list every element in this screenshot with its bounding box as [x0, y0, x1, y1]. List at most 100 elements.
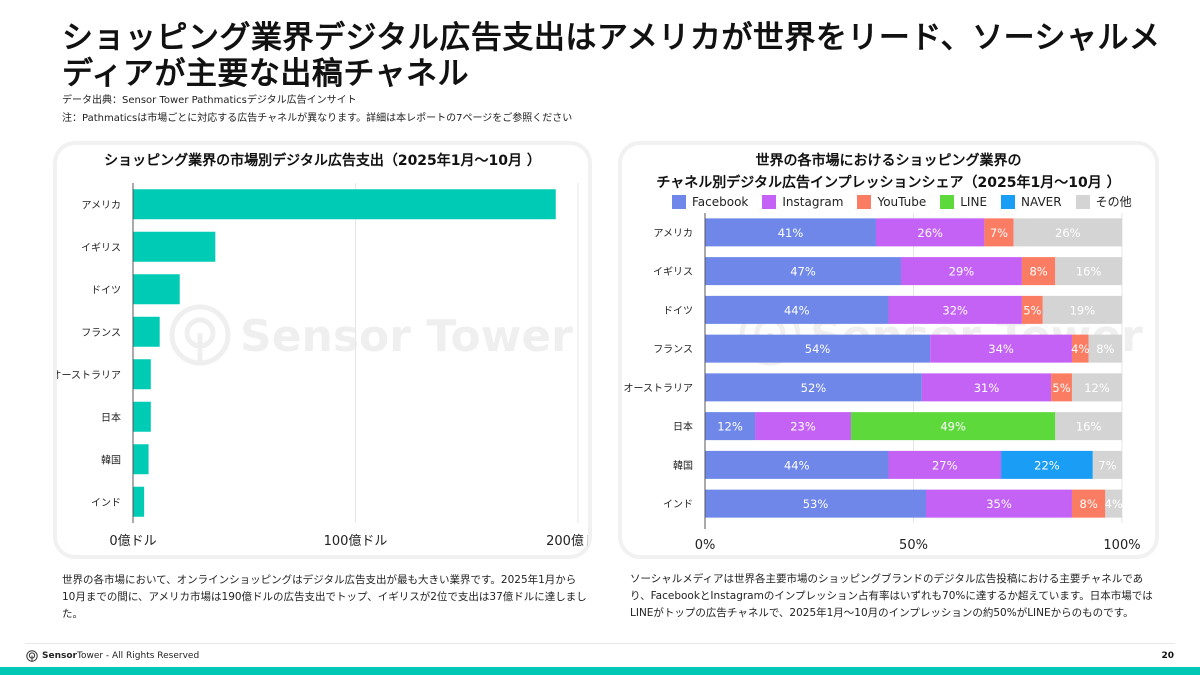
watermark-text: Sensor Tower	[240, 311, 573, 362]
category-label: オーストラリア	[624, 382, 694, 394]
spend-bar-chart: Sensor Tower 0億ドル 100億ドル 200億ドル アメリカイギリスドイツフ…	[57, 183, 588, 549]
share-chart-title-line1: 世界の各市場におけるショッピング業界の	[755, 153, 1022, 169]
data-label: 26%	[1055, 226, 1081, 240]
accent-bar	[0, 667, 1200, 675]
data-label: 12%	[717, 420, 743, 434]
spend-description: 世界の各市場において、オンラインショッピングはデジタル広告支出が最も大きい業界で…	[62, 574, 587, 620]
share-chart-legend: Facebook Instagram YouTube LINE NAVER その他	[672, 193, 1132, 210]
segment-instagram	[921, 373, 1052, 402]
data-label: 32%	[942, 303, 968, 317]
bar-2	[133, 274, 180, 305]
page-title: ショッピング業界デジタル広告支出はアメリカが世界をリード、ソーシャルメディアが主…	[62, 20, 1161, 92]
data-label: 5%	[1023, 303, 1041, 317]
segment-その他	[1055, 257, 1122, 286]
legend-swatch	[857, 194, 872, 209]
legend-label: Instagram	[782, 194, 844, 209]
segment-youtube	[1071, 489, 1106, 518]
legend-item: その他	[1075, 193, 1132, 210]
x-tick-label: 0億ドル	[109, 533, 156, 549]
data-label: 7%	[1098, 458, 1116, 472]
data-label: 53%	[803, 497, 829, 511]
page-number: 20	[1161, 651, 1174, 661]
segment-instagram	[930, 334, 1072, 363]
data-note: 注：Pathmaticsは市場ごとに対応する広告チャネルが異なります。詳細は本レ…	[62, 113, 573, 124]
x-tick-label: 100億ドル	[324, 533, 388, 549]
legend-label: NAVER	[1021, 194, 1062, 209]
legend-label: Facebook	[692, 194, 749, 209]
bar-3	[133, 316, 160, 347]
data-label: 8%	[1029, 265, 1047, 279]
spend-chart-panel: ショッピング業界の市場別デジタル広告支出（2025年1月～10月 ） Senso…	[57, 145, 588, 555]
category-label: 韓国	[673, 460, 693, 472]
data-label: 44%	[784, 303, 810, 317]
watermark-logo-inner	[184, 317, 216, 349]
sensor-tower-watermark: Sensor Tower	[169, 304, 573, 366]
segment-その他	[1092, 450, 1122, 479]
segment-instagram	[875, 218, 985, 247]
data-label: 54%	[805, 342, 831, 356]
data-label: 5%	[1052, 381, 1070, 395]
data-label: 4%	[1071, 342, 1089, 356]
segment-instagram	[888, 295, 1022, 324]
segment-その他	[1013, 218, 1122, 247]
share-description: ソーシャルメディアは世界各主要市場のショッピングブランドのデジタル広告投稿におけ…	[630, 573, 1153, 619]
segment-line	[850, 412, 1056, 441]
category-label: アメリカ	[82, 199, 122, 211]
bar-0	[133, 189, 556, 220]
data-label: 44%	[784, 458, 810, 472]
x-tick-label: 200億ドル	[546, 533, 588, 549]
data-label: 7%	[990, 226, 1008, 240]
share-chart-panel: 世界の各市場におけるショッピング業界の チャネル別デジタル広告インプレッションシ…	[622, 145, 1155, 555]
data-label: 35%	[986, 497, 1012, 511]
segment-facebook	[705, 218, 876, 247]
segment-facebook	[705, 450, 889, 479]
segment-naver	[1001, 450, 1093, 479]
legend-item: Instagram	[762, 193, 843, 210]
segment-facebook	[705, 295, 889, 324]
segment-youtube	[1071, 334, 1089, 363]
legend-item: YouTube	[857, 193, 926, 210]
category-label: フランス	[653, 344, 693, 356]
segment-instagram	[900, 257, 1022, 286]
segment-その他	[1042, 295, 1122, 324]
segment-instagram	[888, 450, 1002, 479]
data-label: 27%	[932, 458, 958, 472]
spend-chart-title: ショッピング業界の市場別デジタル広告支出（2025年1月～10月 ）	[104, 153, 541, 169]
legend-label: LINE	[960, 194, 988, 209]
segment-instagram	[755, 412, 851, 441]
share-chart-title-line2: チャネル別デジタル広告インプレッションシェア（2025年1月～10月 ）	[656, 175, 1121, 191]
footer-divider	[25, 643, 1175, 644]
data-label: 41%	[778, 226, 804, 240]
category-label: 日本	[673, 420, 693, 433]
footer-brand: SensorTower - All Rights Reserved	[26, 650, 199, 662]
bar-6	[133, 444, 149, 475]
legend-item: NAVER	[1001, 193, 1062, 210]
data-source: データ出典：Sensor Tower Pathmaticsデジタル広告インサイト	[62, 95, 357, 106]
category-label: インド	[663, 500, 693, 511]
data-label: 52%	[801, 381, 827, 395]
legend-item: LINE	[940, 193, 987, 210]
data-label: 49%	[940, 420, 966, 434]
segment-facebook	[705, 257, 901, 286]
segment-その他	[1088, 334, 1122, 363]
category-label: ドイツ	[91, 285, 121, 296]
data-label: 16%	[1076, 265, 1102, 279]
category-label: フランス	[81, 327, 121, 339]
x-tick-label: 100%	[1103, 538, 1140, 553]
data-label: 19%	[1070, 303, 1096, 317]
data-label: 22%	[1034, 458, 1060, 472]
sensor-tower-logo-icon	[26, 650, 38, 662]
legend-label: YouTube	[877, 194, 927, 209]
bar-1	[133, 231, 216, 262]
bar-7	[133, 486, 145, 517]
category-label: オーストラリア	[57, 369, 121, 381]
legend-swatch	[940, 194, 955, 209]
category-label: アメリカ	[654, 227, 694, 239]
x-tick-label: 0%	[695, 538, 716, 553]
legend-swatch	[762, 194, 777, 209]
segment-youtube	[1021, 257, 1056, 286]
segment-youtube	[984, 218, 1014, 247]
data-label: 29%	[949, 265, 975, 279]
data-label: 31%	[974, 381, 1000, 395]
category-label: 日本	[101, 411, 121, 424]
